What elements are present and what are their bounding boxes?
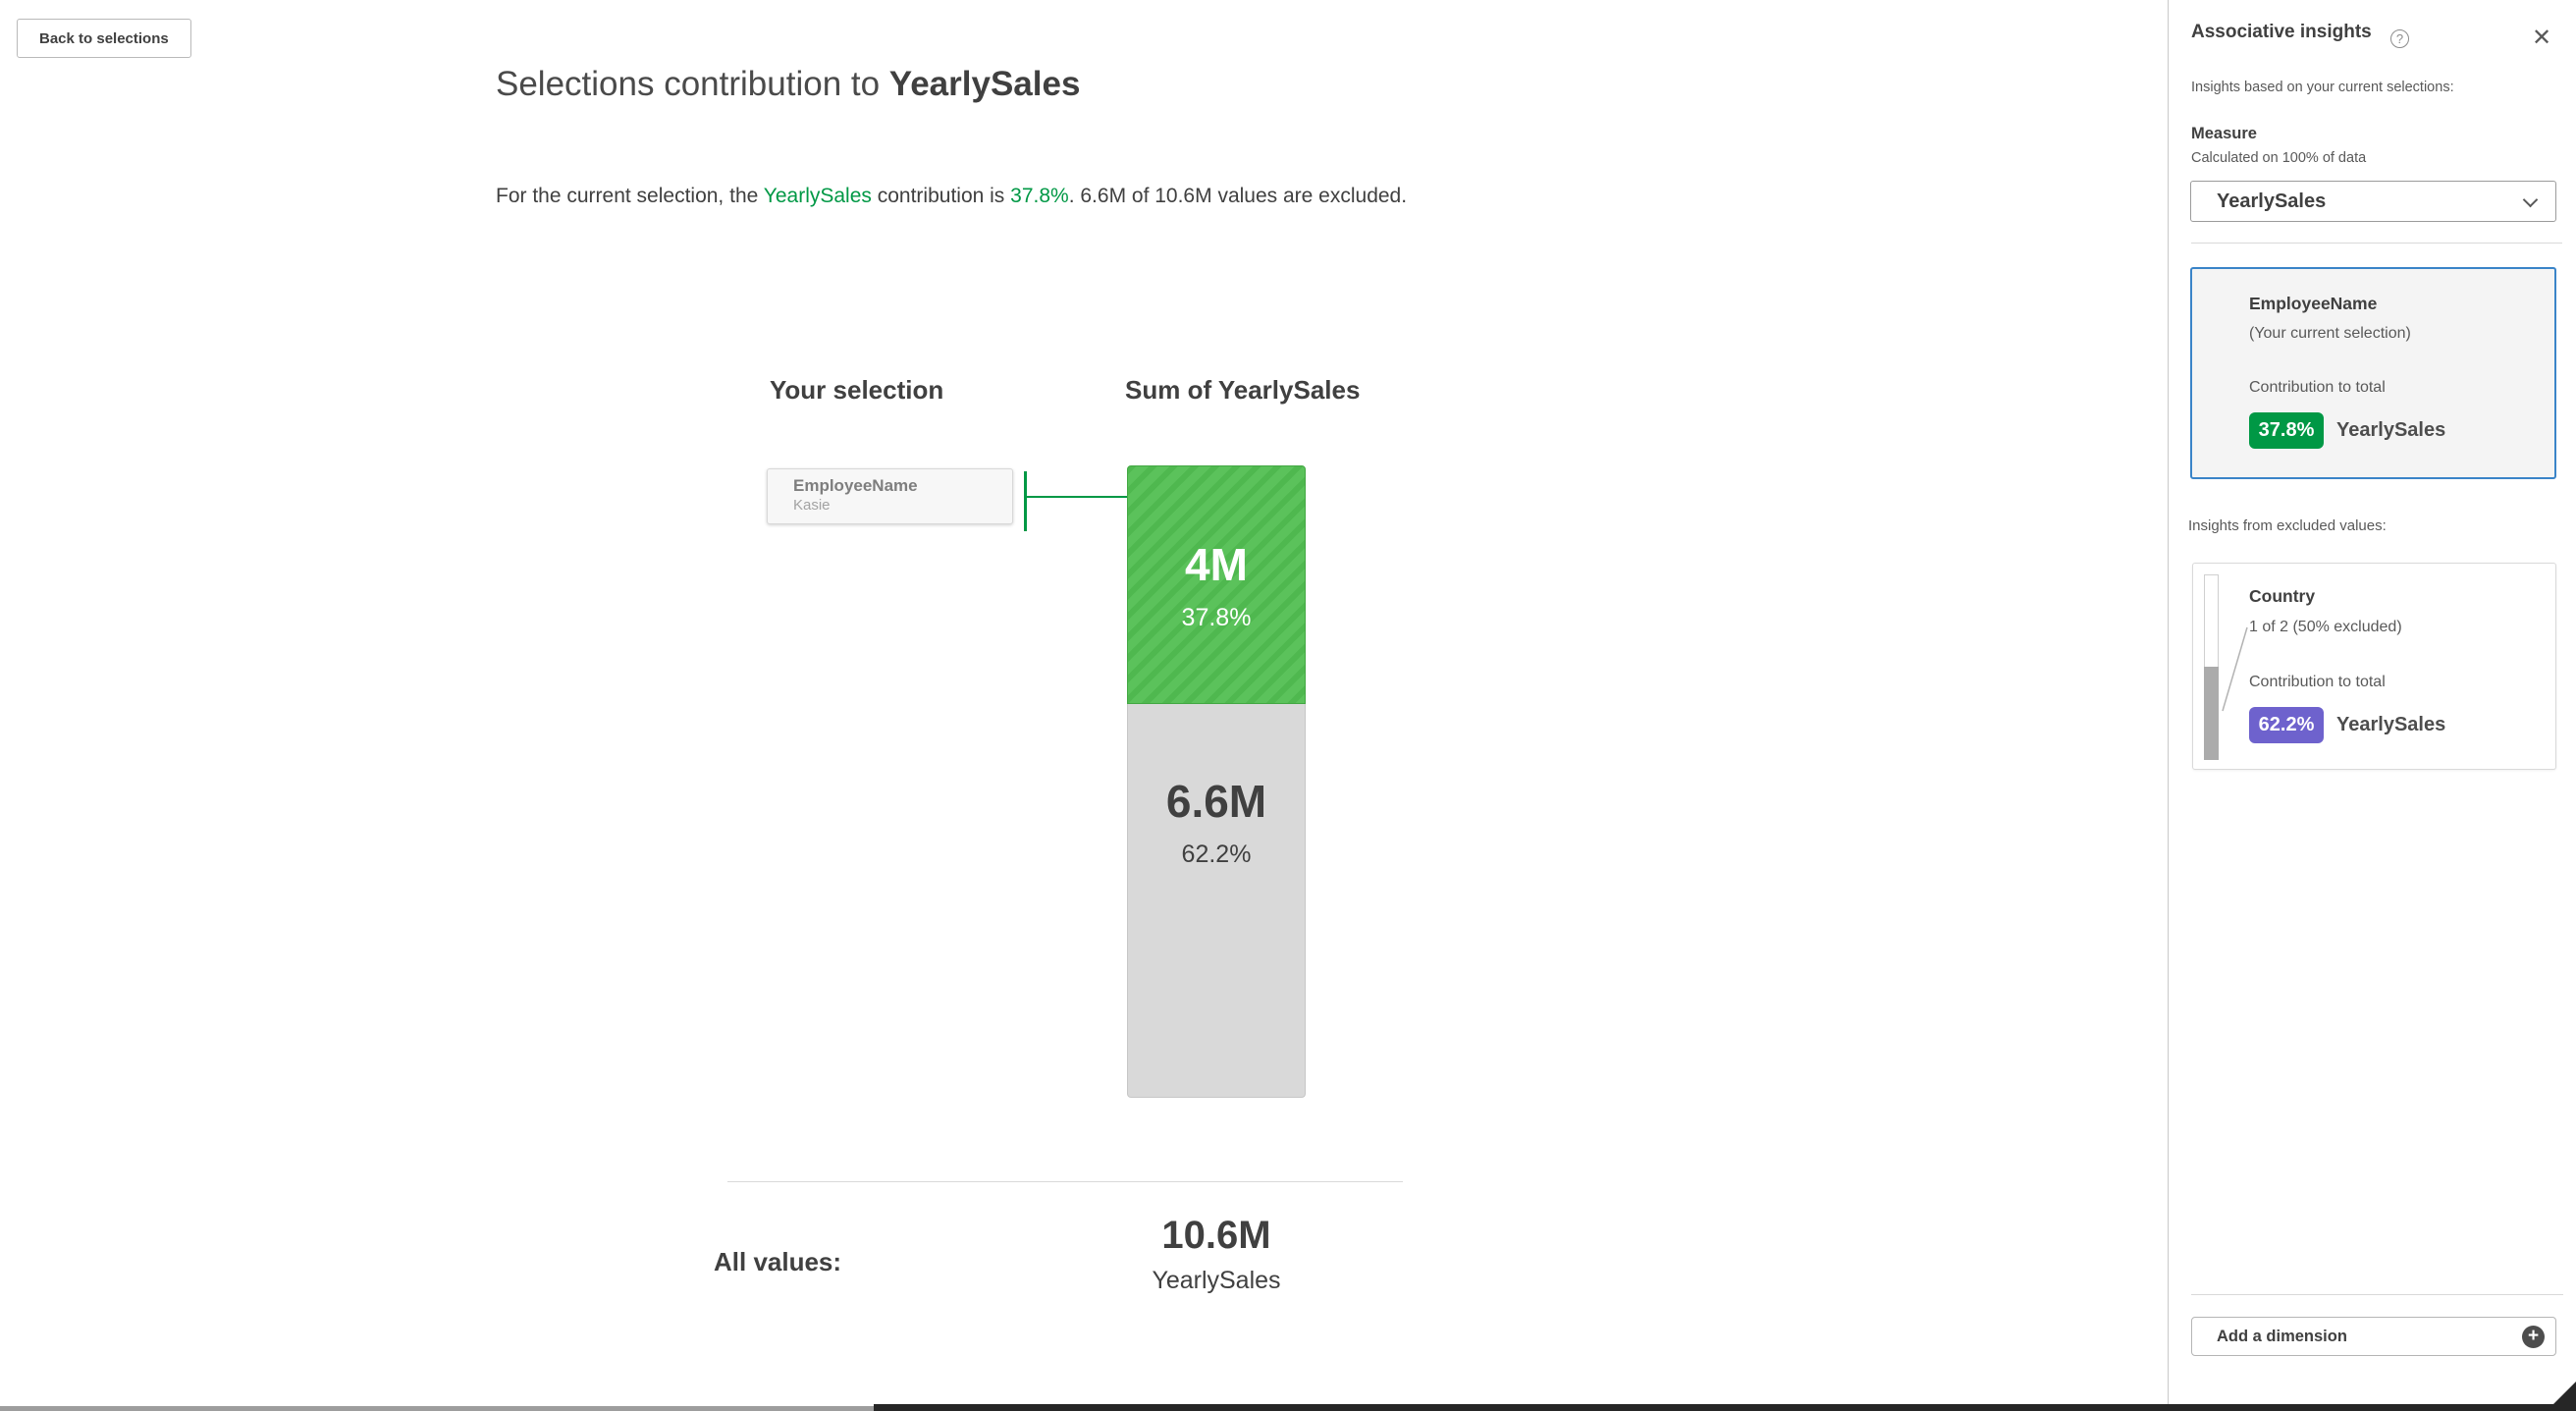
help-icon[interactable]: ? bbox=[2390, 29, 2409, 48]
chevron-down-icon bbox=[2522, 191, 2539, 208]
panel-subtitle: Insights based on your current selection… bbox=[2191, 80, 2454, 95]
insight-note: 1 of 2 (50% excluded) bbox=[2249, 619, 2402, 635]
contribution-badge-row: 62.2% YearlySales bbox=[2249, 707, 2445, 743]
contribution-label: Contribution to total bbox=[2249, 674, 2386, 690]
close-icon[interactable]: ✕ bbox=[2526, 22, 2557, 53]
contribution-badge-row: 37.8% YearlySales bbox=[2249, 412, 2445, 449]
excluded-segment-percent: 62.2% bbox=[1181, 841, 1252, 868]
contribution-badge-green: 37.8% bbox=[2249, 412, 2324, 449]
summary-part1: For the current selection, the bbox=[496, 185, 764, 207]
selected-segment-percent: 37.8% bbox=[1181, 603, 1252, 631]
summary-part3: . 6.6M of 10.6M values are excluded. bbox=[1068, 185, 1408, 207]
all-values-label: All values: bbox=[714, 1247, 842, 1276]
measure-dropdown-value: YearlySales bbox=[2217, 190, 2327, 212]
total-block: 10.6M YearlySales bbox=[1099, 1214, 1334, 1295]
insight-field-name: Country bbox=[2249, 586, 2316, 606]
page-title-prefix: Selections contribution to bbox=[496, 65, 889, 103]
panel-title: Associative insights bbox=[2191, 22, 2372, 42]
total-measure-label: YearlySales bbox=[1152, 1267, 1281, 1294]
summary-measure: YearlySales bbox=[763, 185, 872, 207]
selection-card-value: Kasie bbox=[793, 497, 831, 514]
back-to-selections-button[interactable]: Back to selections bbox=[17, 19, 191, 58]
selected-segment-value: 4M bbox=[1185, 538, 1248, 590]
window-bottom-edge-light bbox=[0, 1406, 874, 1411]
excluded-segment-value: 6.6M bbox=[1165, 776, 1267, 827]
insight-note: (Your current selection) bbox=[2249, 325, 2411, 342]
totals-divider bbox=[727, 1181, 1403, 1182]
insight-card-country[interactable]: Country 1 of 2 (50% excluded) Contributi… bbox=[2192, 563, 2556, 770]
selection-summary-text: For the current selection, the YearlySal… bbox=[496, 185, 1407, 208]
total-value: 10.6M bbox=[1161, 1214, 1271, 1257]
badge-measure-label: YearlySales bbox=[2336, 419, 2446, 441]
measure-dropdown[interactable]: YearlySales bbox=[2190, 181, 2556, 222]
bar-segment-selected[interactable]: 4M 37.8% bbox=[1127, 465, 1306, 704]
measure-section-label: Measure bbox=[2191, 125, 2257, 142]
selection-card-field: EmployeeName bbox=[793, 476, 918, 495]
mini-bar-chart bbox=[2204, 574, 2219, 760]
badge-measure-label: YearlySales bbox=[2336, 714, 2446, 735]
page-title: Selections contribution to YearlySales bbox=[496, 65, 1080, 104]
mini-bar-excluded-segment bbox=[2204, 667, 2219, 760]
insight-card-employeename[interactable]: EmployeeName (Your current selection) Co… bbox=[2190, 267, 2556, 479]
your-selection-header: Your selection bbox=[770, 375, 944, 405]
add-dimension-button[interactable]: Add a dimension + bbox=[2191, 1317, 2556, 1356]
plus-circle-icon: + bbox=[2522, 1325, 2545, 1348]
add-dimension-label: Add a dimension bbox=[2217, 1327, 2347, 1345]
mini-bar-included-segment bbox=[2204, 574, 2219, 667]
insight-field-name: EmployeeName bbox=[2249, 294, 2378, 313]
sidebar-divider bbox=[2191, 1294, 2563, 1295]
connector-line-vertical bbox=[1024, 471, 1027, 531]
associative-insights-panel: Associative insights ? ✕ Insights based … bbox=[2168, 0, 2576, 1411]
selection-card[interactable]: EmployeeName Kasie bbox=[767, 468, 1013, 524]
contribution-label: Contribution to total bbox=[2249, 379, 2386, 396]
page-title-measure: YearlySales bbox=[888, 65, 1081, 103]
bar-segment-excluded[interactable]: 6.6M 62.2% bbox=[1127, 704, 1306, 1098]
window-bottom-edge-dark bbox=[874, 1404, 2576, 1411]
summary-part2: contribution is bbox=[871, 185, 1011, 207]
sidebar-divider bbox=[2191, 243, 2562, 244]
excluded-insights-header: Insights from excluded values: bbox=[2188, 517, 2387, 534]
sum-of-measure-header: Sum of YearlySales bbox=[1125, 375, 1361, 405]
connector-line-horizontal bbox=[1027, 496, 1127, 498]
measure-section-note: Calculated on 100% of data bbox=[2191, 150, 2367, 166]
contribution-badge-purple: 62.2% bbox=[2249, 707, 2324, 743]
summary-percent: 37.8% bbox=[1010, 185, 1069, 207]
contribution-bar: 4M 37.8% 6.6M 62.2% bbox=[1127, 465, 1306, 1098]
